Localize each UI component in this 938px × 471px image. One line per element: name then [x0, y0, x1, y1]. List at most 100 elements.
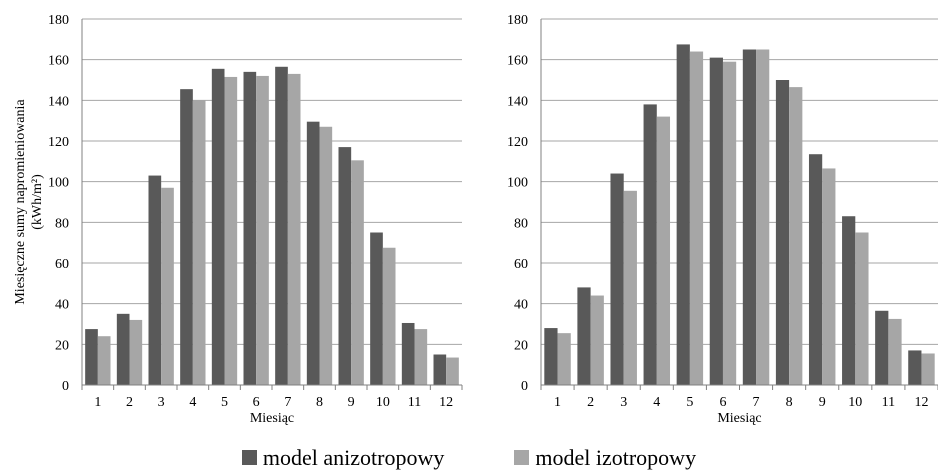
chart2-bar-isotropic [789, 87, 803, 385]
chart2-x-tick-label: 12 [914, 395, 928, 410]
chart1-bar-anisotropic [243, 71, 257, 385]
chart2-bar-anisotropic [544, 328, 558, 385]
chart2-bar-anisotropic [775, 80, 790, 385]
chart1-y-tick-label: 120 [48, 135, 69, 150]
chart1-bar-anisotropic [338, 147, 352, 385]
chart1-y-tick-label: 100 [48, 176, 69, 191]
chart2-x-tick-label: 9 [819, 395, 826, 410]
chart2-x-tick-label: 7 [753, 395, 760, 410]
chart1-bar-anisotropic [85, 329, 98, 385]
chart1-bar-isotropic [382, 247, 396, 385]
chart1-bar-isotropic [129, 319, 143, 385]
legend-item-anisotropic: model anizotropowy [241, 444, 445, 471]
legend-swatch-anisotropic [241, 450, 257, 465]
chart1-y-tick-label: 0 [62, 379, 69, 394]
chart2-bar-anisotropic [742, 49, 757, 385]
chart1-x-tick-label: 11 [408, 395, 421, 410]
chart2-y-tick-label: 120 [507, 135, 528, 150]
chart2-x-tick-label: 8 [786, 395, 793, 410]
chart2-bar-anisotropic [875, 310, 889, 385]
chart1-x-tick-label: 4 [189, 395, 196, 410]
chart2-bar-isotropic [921, 353, 935, 385]
chart1-bar-isotropic [319, 126, 333, 386]
chart1-y-tick-label: 140 [48, 94, 69, 109]
chart1-bar-isotropic [97, 336, 111, 385]
chart2-y-tick-label: 180 [507, 13, 528, 28]
chart2-y-tick-label: 0 [521, 379, 528, 394]
chart2-bar-anisotropic [808, 154, 823, 385]
chart2-y-tick-label: 20 [514, 338, 528, 353]
chart1-y-tick-label: 40 [55, 298, 69, 313]
chart1-bar-isotropic [256, 75, 269, 385]
chart1-bar-isotropic [287, 73, 301, 386]
chart1-bar-isotropic [351, 160, 364, 385]
chart2-bar-isotropic [557, 333, 571, 385]
chart1-bar-isotropic [192, 100, 206, 385]
chart1-y-tick-label: 20 [55, 338, 69, 353]
chart1-bar-anisotropic [433, 354, 447, 385]
chart1-bar-isotropic [446, 357, 459, 385]
legend-swatch-isotropic [514, 450, 530, 465]
chart1-bar-anisotropic [211, 68, 225, 386]
chart2-bar-isotropic [590, 295, 604, 385]
chart2-bar-anisotropic [643, 104, 657, 386]
chart2-bar-anisotropic [577, 287, 591, 385]
chart2-bar-anisotropic [676, 44, 690, 386]
chart2-bar-isotropic [623, 190, 637, 385]
chart2-x-tick-label: 11 [882, 395, 895, 410]
chart1-bar-anisotropic [275, 66, 288, 386]
chart2-bar-anisotropic [709, 57, 723, 386]
chart2-bar-isotropic [855, 232, 869, 385]
chart2-y-tick-label: 60 [514, 257, 528, 272]
chart1-bar-anisotropic [370, 232, 383, 385]
chart1-x-tick-label: 8 [316, 395, 323, 410]
chart1-x-tick-label: 1 [94, 395, 101, 410]
chart2-bar-isotropic [656, 116, 671, 385]
chart1-y-axis-title-line1: Miesięczne sumy napromieniowania [13, 99, 28, 305]
legend-item-isotropic: model izotropowy [514, 445, 696, 471]
chart1-bar-anisotropic [306, 121, 320, 385]
chart1-bar-anisotropic [148, 175, 162, 385]
chart1-y-axis-title-line2: (kWh/m²) [30, 174, 45, 230]
chart2-bar-anisotropic [908, 350, 922, 385]
chart2-bar-isotropic [756, 49, 770, 385]
chart2-bar-anisotropic [610, 173, 624, 385]
chart1-x-axis-title: Miesiąc [250, 411, 294, 426]
chart1-x-tick-label: 6 [253, 395, 260, 410]
chart1-y-tick-label: 60 [55, 257, 69, 272]
legend-label-isotropic: model izotropowy [535, 444, 697, 470]
chart1-y-tick-label: 80 [55, 216, 69, 231]
chart2-x-tick-label: 1 [554, 395, 561, 410]
chart1-y-tick-label: 160 [48, 54, 69, 69]
chart2-y-tick-label: 40 [514, 298, 528, 313]
chart1-x-tick-label: 5 [221, 395, 228, 410]
chart1-bar-isotropic [161, 187, 174, 385]
chart1-x-tick-label: 9 [348, 395, 355, 410]
chart2-y-tick-label: 100 [507, 176, 528, 191]
chart2-x-tick-label: 5 [686, 395, 693, 410]
chart2-x-tick-label: 6 [719, 395, 726, 410]
chart2-bar-isotropic [722, 61, 737, 385]
chart2-bar-isotropic [822, 168, 836, 385]
chart2-y-tick-label: 160 [507, 54, 528, 69]
chart1-x-tick-label: 12 [439, 395, 453, 410]
legend-label-anisotropic: model anizotropowy [262, 444, 445, 470]
legend: model anizotropowy model izotropowy [0, 444, 938, 471]
chart2-bar-anisotropic [842, 216, 856, 385]
chart1-bar-anisotropic [116, 313, 130, 385]
chart2-x-tick-label: 4 [653, 395, 660, 410]
chart1-bar-isotropic [414, 329, 428, 385]
chart1-bar-anisotropic [180, 89, 193, 386]
chart2-x-axis-title: Miesiąc [717, 411, 761, 426]
chart2-bar-isotropic [689, 51, 704, 386]
chart2-x-tick-label: 3 [620, 395, 627, 410]
chart1-bar-anisotropic [401, 322, 415, 385]
chart2-bar-isotropic [888, 318, 902, 385]
chart1-x-tick-label: 10 [376, 395, 390, 410]
chart1-bar-isotropic [224, 76, 238, 385]
chart1-y-tick-label: 180 [48, 13, 69, 28]
chart1-x-tick-label: 2 [126, 395, 133, 410]
chart1-x-tick-label: 3 [158, 395, 165, 410]
